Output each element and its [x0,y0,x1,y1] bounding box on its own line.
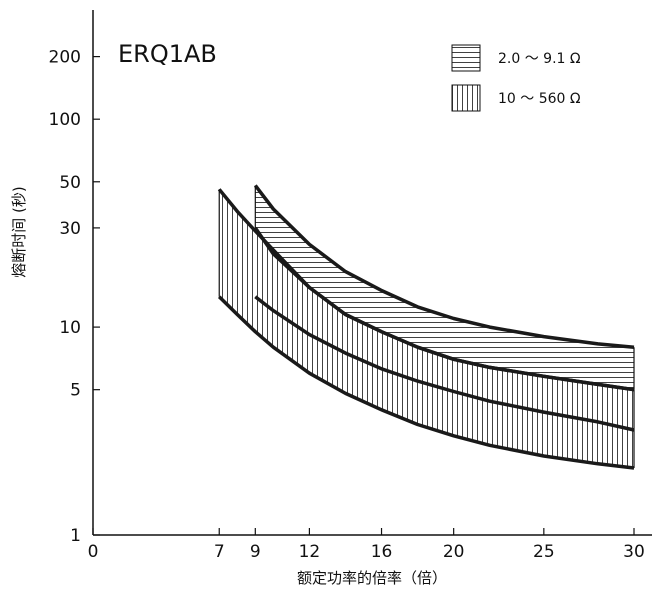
y-tick-label: 50 [59,173,81,193]
band-high-ohm [219,189,634,469]
x-tick-label: 30 [623,542,645,562]
legend: 2.0 ～ 9.1 Ω 10 ～ 560 Ω [451,44,581,112]
x-tick-label: 20 [443,542,465,562]
legend-swatch-horizontal-hatch [451,44,481,72]
x-tick-label: 25 [533,542,555,562]
legend-swatch-vertical-hatch [451,84,481,112]
y-tick-label: 10 [59,318,81,338]
band-boundary-curve [254,295,635,432]
y-tick-label: 5 [70,381,81,401]
y-axis-title: 熔断时间 (秒) [10,186,28,277]
x-tick-label: 12 [299,542,321,562]
x-axis-ticks: 0 7 9 12 16 20 25 30 [88,528,645,562]
chart-title: ERQ1AB [118,40,217,68]
hatched-bands [219,185,635,469]
y-tick-label: 30 [59,219,81,239]
legend-label-2: 10 ～ 560 Ω [498,91,581,107]
band-low-ohm [255,185,635,390]
y-tick-label: 100 [49,110,81,130]
y-tick-label: 1 [70,526,81,546]
y-axis-ticks: 1 5 10 30 50 100 200 [49,48,100,546]
x-tick-label: 0 [88,542,99,562]
x-tick-label: 9 [250,542,261,562]
x-axis-title: 额定功率的倍率（倍） [297,569,447,587]
band-lower-curve [217,295,635,470]
y-tick-label: 200 [49,48,81,68]
x-tick-label: 16 [371,542,393,562]
band-upper-curve [253,184,635,349]
x-tick-label: 7 [214,542,225,562]
boundary-curves [217,184,635,470]
band-upper-curve [217,188,635,392]
legend-label-1: 2.0 ～ 9.1 Ω [498,51,581,67]
